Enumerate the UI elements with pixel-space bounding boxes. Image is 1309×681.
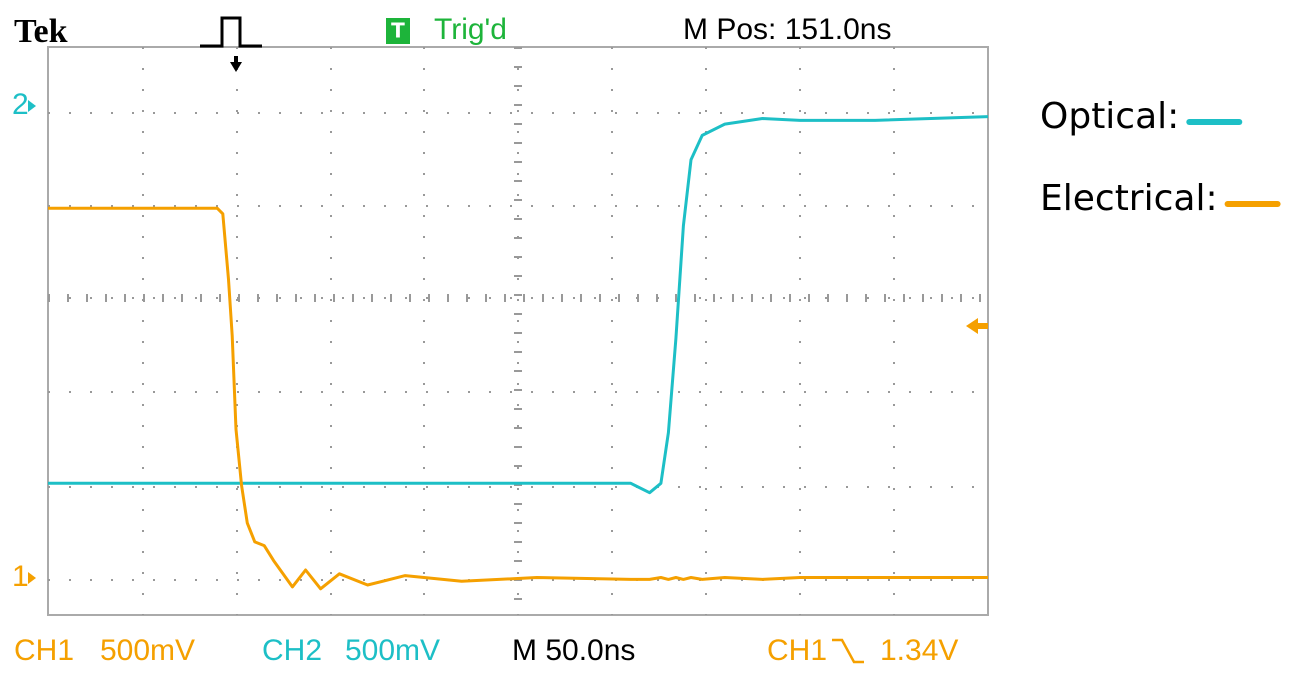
screen-frame [47, 46, 989, 616]
trigger-slope-icon [832, 638, 864, 664]
ch2-label: CH2 [262, 634, 322, 667]
trigger-position-marker [230, 56, 242, 72]
trigger-level-marker [966, 318, 988, 334]
trigger-badge-box [386, 18, 410, 44]
trace [48, 115, 989, 495]
trigger-level: 1.34V [880, 634, 958, 667]
trigger-badge: T [391, 19, 405, 43]
ch2-ground-arrow [28, 100, 36, 112]
legend-label: Electrical: [1040, 178, 1218, 219]
ch1-scale: 500mV [100, 634, 195, 667]
traces [48, 115, 989, 591]
brand: Tek [14, 13, 68, 50]
trigger-type-icon [200, 16, 262, 48]
trigger-status: Trig'd [434, 13, 507, 46]
trigger-source: CH1 [767, 634, 827, 667]
legend: Optical: Electrical: [1040, 96, 1281, 219]
trace [48, 206, 988, 591]
ch2-scale: 500mV [345, 634, 440, 667]
ch1-ground-arrow [28, 572, 36, 584]
ch1-label: CH1 [14, 634, 74, 667]
legend-label: Optical: [1040, 96, 1179, 137]
horizontal-position: M Pos: 151.0ns [683, 13, 891, 46]
ch1-ground-marker: 1 [12, 560, 29, 593]
timebase: M 50.0ns [512, 634, 635, 667]
ch2-ground-marker: 2 [12, 88, 29, 121]
